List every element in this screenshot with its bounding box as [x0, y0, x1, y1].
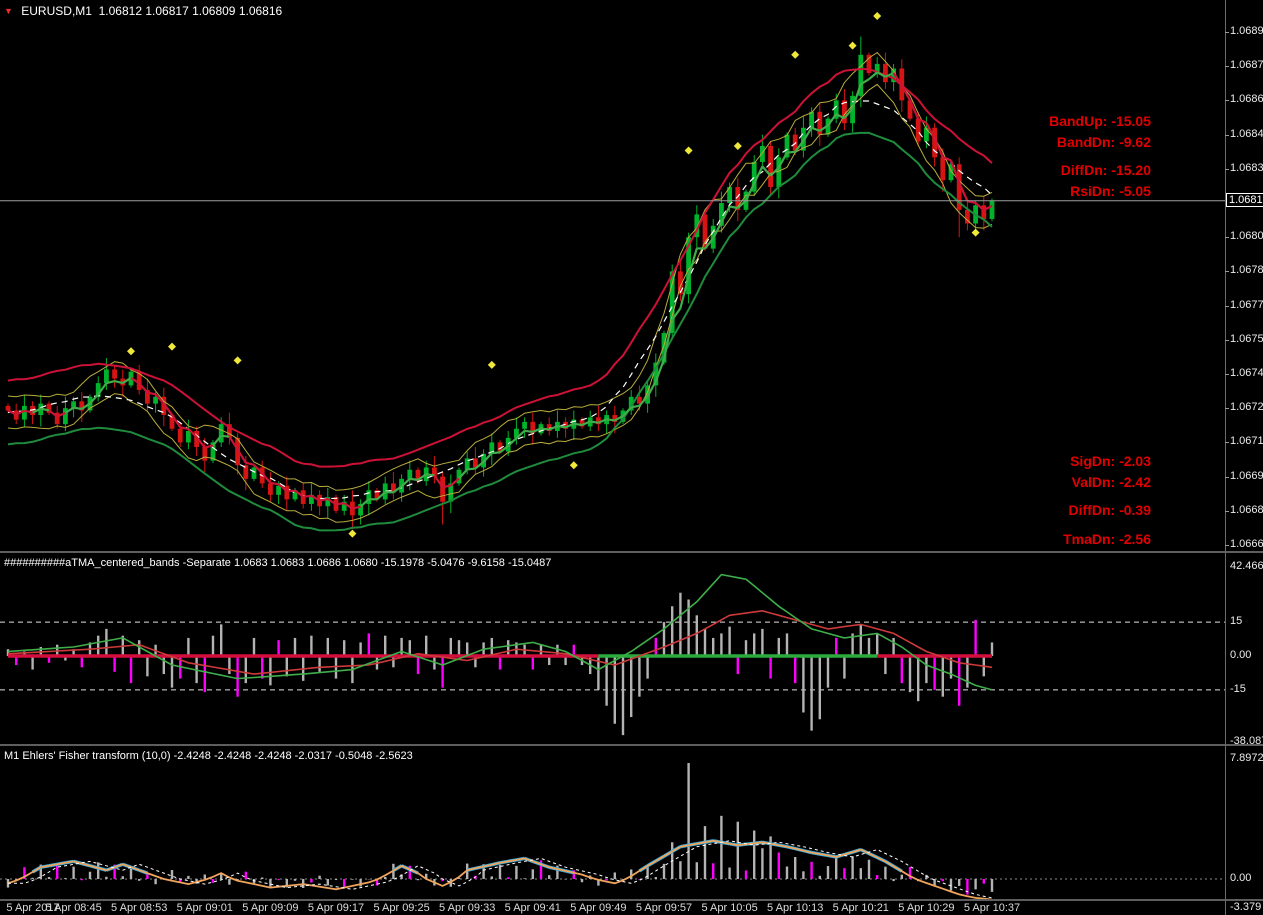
price-label: 1.06800	[1230, 230, 1263, 243]
scale-tick	[1225, 510, 1229, 512]
time-label: 5 Apr 09:33	[439, 902, 496, 914]
indicator-annotation: SigDn: -2.03	[1070, 453, 1151, 469]
symbol-triangle-icon: ▼	[4, 6, 13, 16]
price-label: 1.06830	[1230, 161, 1263, 174]
indicator-annotation: DiffDn: -15.20	[1060, 162, 1151, 178]
time-label: 5 Apr 10:05	[701, 902, 758, 914]
scale-tick	[1225, 374, 1229, 375]
time-label: 5 Apr 09:57	[635, 902, 693, 914]
scale-tick	[1225, 100, 1229, 102]
time-label: 5 Apr 2017	[6, 902, 60, 914]
fisher-scale-label: -3.379	[1230, 901, 1262, 913]
fisher-scale-label: 7.8972	[1230, 752, 1263, 764]
tma-panel-title: ##########aTMA_centered_bands -Separate …	[4, 557, 552, 569]
scale-tick	[1225, 408, 1229, 410]
time-label: 5 Apr 09:17	[307, 902, 365, 914]
price-label: 1.06890	[1230, 25, 1263, 37]
price-label: 1.06875	[1230, 59, 1263, 72]
fisher-indicator-canvas[interactable]	[0, 746, 1225, 899]
price-label: 1.06725	[1230, 401, 1263, 414]
price-label: 1.06860	[1230, 93, 1263, 106]
time-label: 5 Apr 09:25	[373, 902, 430, 914]
price-label: 1.06680	[1230, 503, 1263, 516]
indicator-annotation: TmaDn: -2.56	[1063, 531, 1151, 547]
chart-symbol: EURUSD,M1	[21, 4, 92, 18]
time-label: 5 Apr 10:37	[963, 902, 1021, 914]
price-label: 1.06695	[1230, 469, 1263, 482]
time-label: 5 Apr 09:41	[504, 902, 561, 914]
tma-indicator-canvas[interactable]	[0, 553, 1225, 744]
panel-separator[interactable]	[0, 551, 1263, 553]
ohlc-high: 1.06817	[145, 4, 189, 18]
price-label: 1.06740	[1230, 367, 1263, 379]
tma-scale-label: 15	[1230, 615, 1243, 627]
main-chart-canvas[interactable]	[0, 0, 1225, 551]
scale-tick	[1225, 168, 1229, 170]
price-label: 1.06785	[1230, 264, 1263, 277]
time-label: 5 Apr 10:21	[832, 902, 889, 914]
scale-tick	[1225, 545, 1229, 546]
time-label: 5 Apr 09:49	[570, 902, 627, 914]
tma-scale-label: 42.4669	[1230, 560, 1263, 572]
fisher-panel-title: M1 Ehlers' Fisher transform (10,0) -2.42…	[4, 750, 413, 762]
time-label: 5 Apr 08:45	[45, 902, 102, 914]
scale-tick	[1225, 66, 1229, 68]
indicator-annotation: RsiDn: -5.05	[1070, 183, 1151, 199]
ohlc-close: 1.06816	[238, 4, 283, 18]
scale-tick	[1225, 339, 1229, 341]
tma-scale-label: 0.00	[1230, 649, 1252, 661]
ohlc-open: 1.06812	[98, 4, 143, 18]
time-label: 5 Apr 10:13	[767, 902, 824, 914]
fisher-scale-label: 0.00	[1230, 872, 1252, 884]
time-label: 5 Apr 09:01	[176, 902, 233, 914]
scale-tick	[1225, 476, 1229, 478]
panel-separator	[0, 899, 1263, 901]
scale-tick	[1225, 442, 1229, 444]
tma-scale-label: -15	[1230, 683, 1246, 695]
ohlc-low: 1.06809	[192, 4, 236, 18]
bid-price-tag: 1.06816	[1226, 192, 1263, 207]
time-label: 5 Apr 08:53	[111, 902, 168, 914]
scale-tick	[1225, 32, 1229, 33]
indicator-annotation: BandDn: -9.62	[1056, 134, 1151, 150]
indicator-annotation: BandUp: -15.05	[1049, 113, 1151, 129]
indicator-annotation: ValDn: -2.42	[1071, 474, 1151, 490]
panel-separator[interactable]	[0, 744, 1263, 746]
tma-scale-label: -38.0876	[1230, 735, 1263, 747]
price-label: 1.06845	[1230, 127, 1263, 140]
scale-tick	[1225, 237, 1229, 239]
scale-tick	[1225, 134, 1229, 136]
time-label: 5 Apr 09:09	[242, 902, 299, 914]
scale-tick	[1225, 271, 1229, 273]
price-label: 1.06770	[1230, 298, 1263, 311]
scale-tick	[1225, 305, 1229, 307]
chart-title: ▼ EURUSD,M1 1.06812 1.06817 1.06809 1.06…	[4, 4, 282, 18]
price-label: 1.06755	[1230, 332, 1263, 345]
indicator-annotation: DiffDn: -0.39	[1068, 502, 1151, 518]
price-label: 1.06710	[1230, 435, 1263, 448]
scale-separator	[1225, 0, 1226, 915]
time-label: 5 Apr 10:29	[898, 902, 955, 914]
price-label: 1.06665	[1230, 538, 1263, 550]
